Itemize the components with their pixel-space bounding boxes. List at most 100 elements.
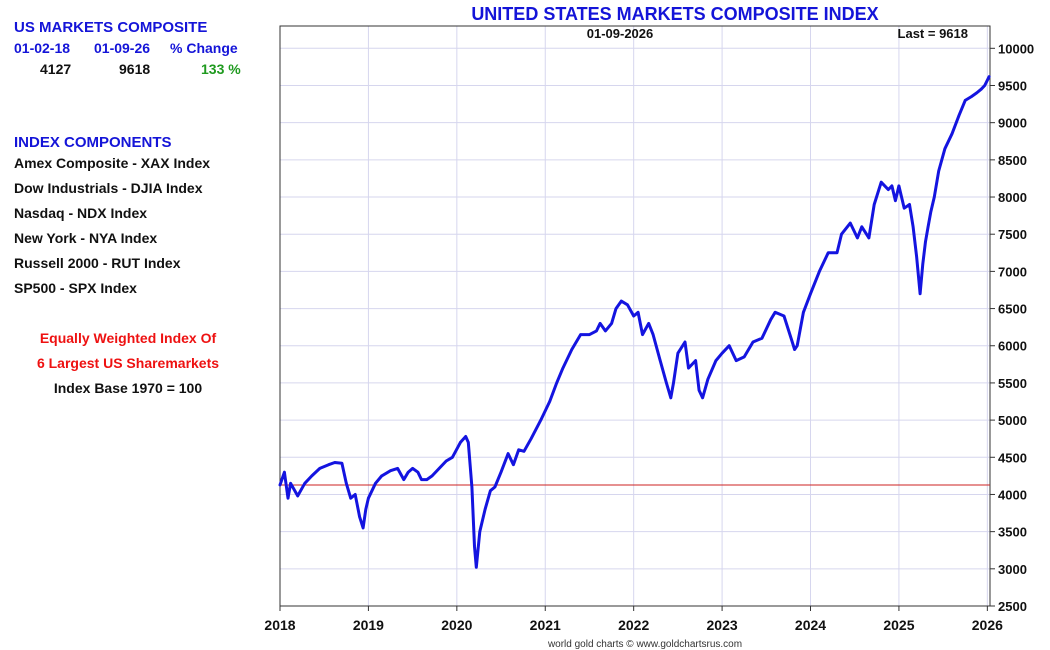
data-point (789, 337, 793, 340)
data-point (445, 459, 448, 463)
data-point (651, 333, 655, 336)
note-equally-weighted: Equally Weighted Index Of (39, 330, 217, 346)
data-point (856, 236, 859, 240)
data-point (483, 508, 487, 511)
data-point (512, 463, 515, 466)
plot-frame (279, 25, 991, 607)
data-point (860, 225, 863, 228)
data-point (555, 381, 558, 385)
y-axis-ticks: 2500 3000 3500 4000 4500 5000 5500 6000 6500 7000… (990, 41, 1034, 614)
data-point (658, 359, 662, 362)
data-point (459, 441, 462, 444)
data-point (769, 318, 772, 321)
y-tick-label: 4500 (998, 450, 1027, 465)
data-point (464, 435, 467, 438)
data-point (303, 482, 306, 485)
data-point (636, 311, 640, 314)
y-tick-label: 3500 (998, 525, 1027, 540)
data-point (760, 337, 764, 340)
data-point (598, 322, 602, 325)
end-value: 9618 (119, 61, 151, 77)
note-index-base: Index Base 1970 = 100 (53, 380, 203, 396)
data-point (595, 329, 598, 333)
data-point (610, 322, 613, 325)
data-point (867, 236, 871, 240)
data-point (687, 366, 690, 370)
data-point (915, 255, 918, 258)
data-point (706, 378, 710, 381)
data-point (809, 292, 812, 295)
x-axis-ticks: 2018 2019 2020 2021 2022 2023 2024 2025 2026 (264, 606, 1003, 633)
data-point (911, 225, 915, 228)
data-point (626, 303, 629, 307)
data-point (345, 482, 348, 485)
chart-title: UNITED STATES MARKETS COMPOSITE INDEX (471, 4, 878, 24)
data-point (430, 474, 434, 478)
data-point (929, 210, 932, 214)
data-point (416, 470, 420, 474)
data-point (570, 348, 573, 351)
note-largest-markets: 6 Largest US Sharemarkets (36, 355, 220, 371)
data-point (908, 203, 911, 206)
data-point (632, 314, 635, 318)
data-point (773, 311, 777, 314)
data-point (470, 485, 474, 489)
data-point (676, 351, 680, 355)
data-points (278, 75, 991, 569)
data-point (672, 381, 675, 385)
component-item: Dow Industrials - DJIA Index (14, 180, 203, 196)
data-point (588, 333, 591, 336)
percent-change-header: % Change (170, 40, 238, 56)
data-point (451, 456, 454, 459)
data-point (701, 396, 704, 399)
data-point (539, 418, 543, 422)
data-point (289, 482, 292, 485)
data-point (364, 508, 367, 511)
data-point (380, 474, 383, 478)
data-point (924, 240, 927, 243)
y-tick-label: 8500 (998, 153, 1027, 168)
data-point (918, 292, 922, 295)
data-point (796, 344, 799, 347)
y-tick-label: 5500 (998, 376, 1027, 391)
data-point (826, 251, 830, 254)
data-point (278, 483, 282, 487)
y-tick-label: 10000 (998, 41, 1034, 56)
y-tick-label: 3000 (998, 562, 1027, 577)
y-tick-label: 7000 (998, 264, 1027, 279)
data-point (964, 99, 967, 102)
component-item: Nasdaq - NDX Index (14, 205, 148, 221)
data-point (561, 366, 565, 370)
y-tick-label: 6500 (998, 302, 1027, 317)
x-tick-label: 2022 (618, 617, 649, 633)
data-point (310, 474, 314, 478)
data-point (437, 467, 441, 470)
y-tick-label: 9500 (998, 78, 1027, 93)
data-point (890, 184, 894, 188)
data-point (296, 494, 299, 498)
data-point (475, 566, 478, 569)
chart-date-label: 01-09-2026 (587, 26, 654, 41)
data-point (887, 188, 890, 191)
data-point (742, 355, 746, 359)
component-item: Amex Composite - XAX Index (14, 155, 211, 171)
data-point (714, 359, 718, 362)
percent-change-value: 133 % (201, 61, 241, 77)
data-point (506, 452, 510, 455)
data-point (425, 478, 428, 481)
x-tick-label: 2018 (264, 617, 295, 633)
data-point (389, 469, 392, 472)
data-point (840, 233, 843, 236)
data-point (694, 359, 697, 362)
data-point (604, 329, 607, 333)
data-point (499, 470, 503, 474)
data-point (358, 515, 361, 518)
y-tick-label: 2500 (998, 599, 1027, 614)
data-point (361, 526, 365, 530)
data-point (473, 545, 476, 548)
data-point (818, 270, 821, 273)
data-point (921, 262, 925, 266)
data-point (286, 496, 290, 500)
chart-last-value-label: Last = 9618 (898, 26, 968, 41)
data-point (665, 381, 668, 385)
